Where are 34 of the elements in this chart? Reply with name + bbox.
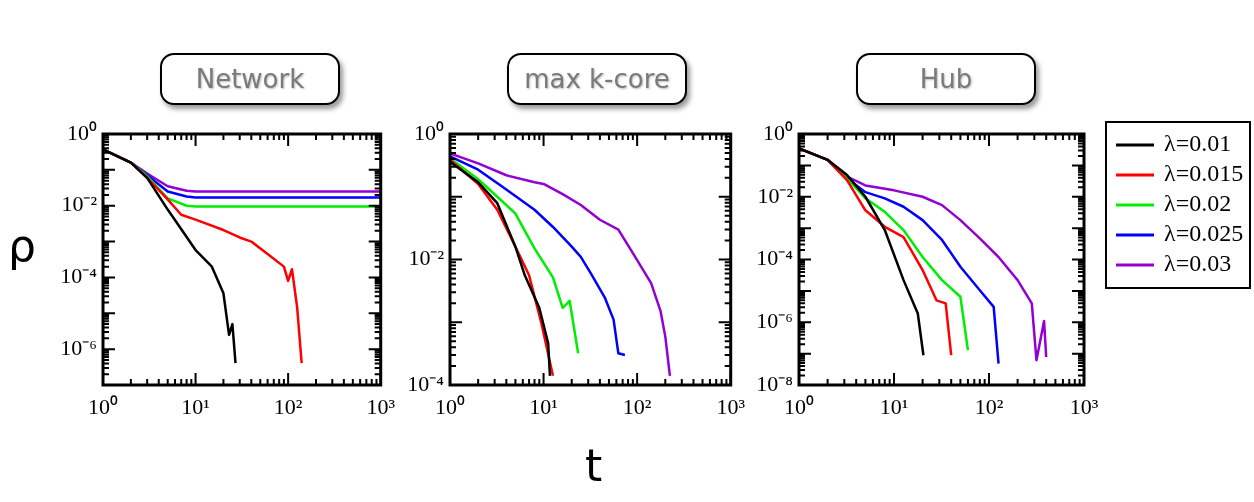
y-tick-label: 10⁻⁴ xyxy=(756,245,794,271)
y-tick-label: 10⁻⁴ xyxy=(407,370,445,396)
x-tick-label: 10¹ xyxy=(529,393,558,419)
legend-label: λ=0.015 xyxy=(1164,160,1244,187)
x-tick-label: 10⁰ xyxy=(88,393,118,419)
y-tick-label: 10⁻² xyxy=(61,191,98,217)
chart-title: Hub xyxy=(919,64,973,94)
x-tick-label: 10² xyxy=(974,393,1004,419)
x-tick-label: 10² xyxy=(273,393,303,419)
chart-title: max k-core xyxy=(524,64,670,94)
y-tick-label: 10⁰ xyxy=(763,119,793,145)
x-tick-label: 10¹ xyxy=(181,393,210,419)
chart-title: Network xyxy=(195,64,305,94)
x-tick-label: 10³ xyxy=(716,393,746,419)
x-axis-title: t xyxy=(585,440,603,491)
legend-label: λ=0.03 xyxy=(1164,250,1232,277)
x-tick-label: 10³ xyxy=(366,393,396,419)
y-tick-label: 10⁰ xyxy=(414,119,444,145)
y-tick-label: 10⁻⁸ xyxy=(756,370,793,396)
y-tick-label: 10⁻⁴ xyxy=(60,263,98,289)
x-tick-label: 10² xyxy=(622,393,652,419)
legend-label: λ=0.02 xyxy=(1164,190,1232,217)
x-tick-label: 10¹ xyxy=(879,393,909,419)
y-tick-label: 10⁻⁶ xyxy=(60,334,97,360)
y-axis-title: ρ xyxy=(8,220,36,271)
y-tick-label: 10⁻⁶ xyxy=(756,308,793,334)
x-tick-label: 10³ xyxy=(1069,393,1099,419)
y-tick-label: 10⁰ xyxy=(67,119,97,145)
y-tick-label: 10⁻² xyxy=(757,182,794,208)
legend-label: λ=0.025 xyxy=(1164,220,1244,247)
x-tick-label: 10⁰ xyxy=(435,393,465,419)
legend-label: λ=0.01 xyxy=(1164,130,1232,157)
x-tick-label: 10⁰ xyxy=(784,393,814,419)
y-tick-label: 10⁻² xyxy=(408,245,445,271)
